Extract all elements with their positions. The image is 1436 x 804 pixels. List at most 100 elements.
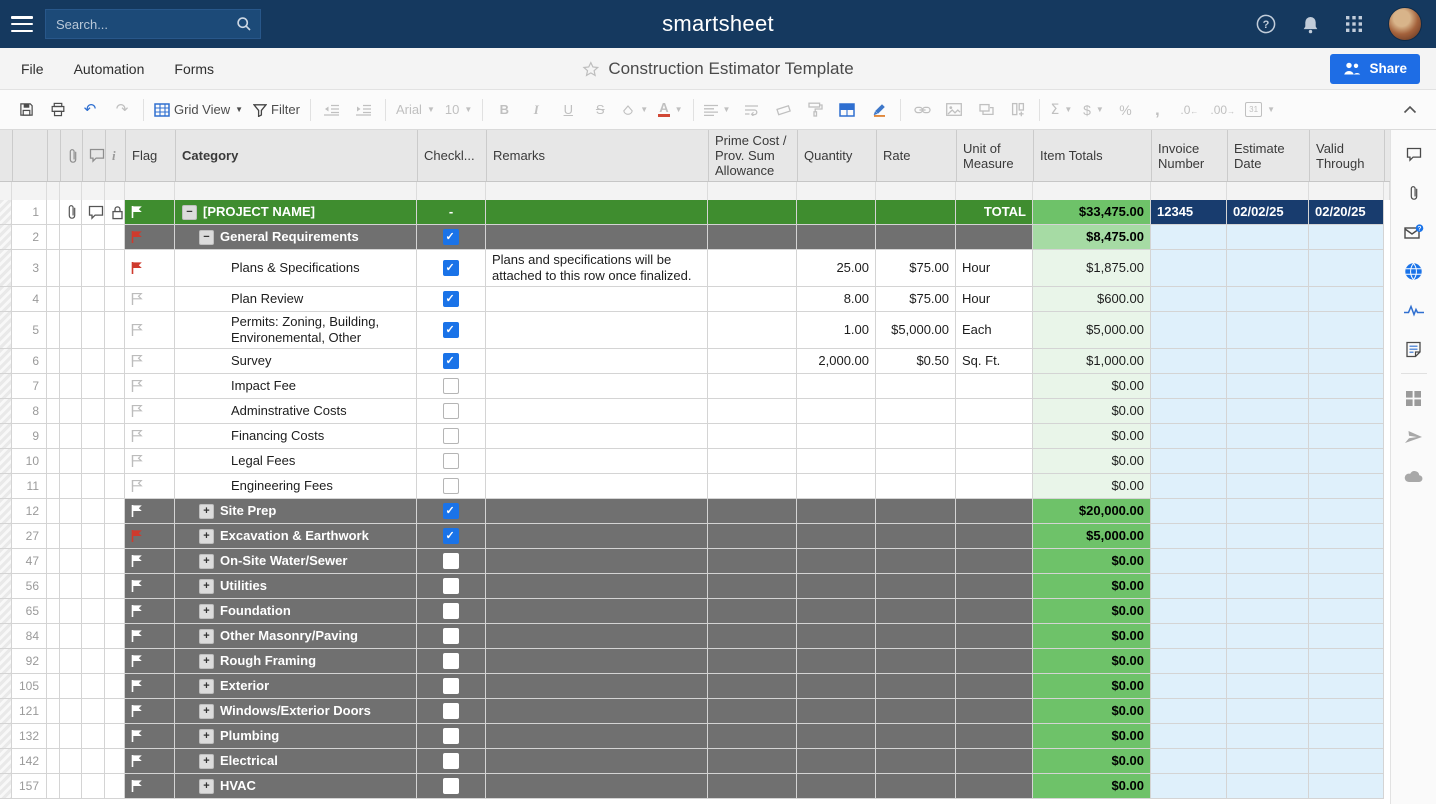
cell-total[interactable]: $8,475.00 <box>1033 225 1151 250</box>
conversations-icon[interactable] <box>1403 143 1425 165</box>
cell-valid[interactable] <box>1309 399 1384 424</box>
checkbox-unchecked[interactable] <box>443 778 459 794</box>
cell-prime[interactable] <box>708 312 797 349</box>
menu-forms[interactable]: Forms <box>159 61 229 77</box>
cell-checkbox[interactable] <box>417 225 486 250</box>
cell-comment[interactable] <box>82 699 105 724</box>
cell-prime[interactable] <box>708 724 797 749</box>
cell-category[interactable]: Plan Review <box>175 287 417 312</box>
row-number[interactable]: 92 <box>12 649 47 674</box>
cell-comment[interactable] <box>82 674 105 699</box>
row-number[interactable]: 65 <box>12 599 47 624</box>
cell-estimate[interactable]: 02/02/25 <box>1227 200 1309 225</box>
lock-icon[interactable] <box>111 205 124 220</box>
cell-checkbox[interactable] <box>417 499 486 524</box>
cell-flag[interactable] <box>125 599 175 624</box>
cell-total[interactable]: $1,875.00 <box>1033 250 1151 287</box>
checkbox-unchecked[interactable] <box>443 428 459 444</box>
cell-comment[interactable] <box>82 549 105 574</box>
cell-qty[interactable] <box>797 449 876 474</box>
cell-flag[interactable] <box>125 424 175 449</box>
cell-comment[interactable] <box>82 312 105 349</box>
cell-total[interactable]: $600.00 <box>1033 287 1151 312</box>
cell-valid[interactable] <box>1309 312 1384 349</box>
cell-remarks[interactable] <box>486 599 708 624</box>
checkbox-unchecked[interactable] <box>443 678 459 694</box>
cell-category[interactable]: +Electrical <box>175 749 417 774</box>
column-header-checkbox[interactable]: Checkl... <box>418 130 487 181</box>
cell-checkbox[interactable] <box>417 649 486 674</box>
cell-rate[interactable]: $75.00 <box>876 287 956 312</box>
checkbox-unchecked[interactable] <box>443 578 459 594</box>
cell-blank[interactable] <box>47 599 60 624</box>
cell-remarks[interactable] <box>486 449 708 474</box>
cell-flag[interactable] <box>125 312 175 349</box>
cell-qty[interactable] <box>797 599 876 624</box>
cell-invoice[interactable] <box>1151 287 1227 312</box>
cell-unit[interactable] <box>956 524 1033 549</box>
cell-qty[interactable] <box>797 724 876 749</box>
column-header-info[interactable]: i <box>106 130 126 181</box>
notifications-bell-icon[interactable] <box>1300 14 1320 34</box>
cell-flag[interactable] <box>125 200 175 225</box>
checkbox-unchecked[interactable] <box>443 653 459 669</box>
checkbox-unchecked[interactable] <box>443 728 459 744</box>
cell-clip[interactable] <box>60 649 82 674</box>
cell-estimate[interactable] <box>1227 624 1309 649</box>
cell-category[interactable]: +Plumbing <box>175 724 417 749</box>
hamburger-menu-icon[interactable] <box>11 16 33 32</box>
cell-remarks[interactable] <box>486 424 708 449</box>
cell-unit[interactable] <box>956 624 1033 649</box>
cell-comment[interactable] <box>82 774 105 799</box>
cell-qty[interactable] <box>797 549 876 574</box>
flag-icon[interactable] <box>131 654 143 668</box>
cell-category[interactable]: +HVAC <box>175 774 417 799</box>
cell-qty[interactable] <box>797 749 876 774</box>
cell-blank[interactable] <box>47 624 60 649</box>
cell-estimate[interactable] <box>1227 349 1309 374</box>
row-number[interactable]: 7 <box>12 374 47 399</box>
row-number[interactable]: 2 <box>12 225 47 250</box>
row-number[interactable]: 121 <box>12 699 47 724</box>
cell-invoice[interactable] <box>1151 225 1227 250</box>
cell-checkbox[interactable] <box>417 774 486 799</box>
cloud-icon[interactable] <box>1403 465 1425 487</box>
cell-info[interactable] <box>105 549 125 574</box>
cell-valid[interactable] <box>1309 549 1384 574</box>
cell-clip[interactable] <box>60 474 82 499</box>
cell-clip[interactable] <box>60 449 82 474</box>
cell-qty[interactable] <box>797 399 876 424</box>
cell-checkbox[interactable] <box>417 399 486 424</box>
cell-unit[interactable] <box>956 424 1033 449</box>
flag-icon[interactable] <box>131 205 143 219</box>
cell-blank[interactable] <box>47 374 60 399</box>
cell-invoice[interactable] <box>1151 549 1227 574</box>
cell-category[interactable]: Adminstrative Costs <box>175 399 417 424</box>
cell-estimate[interactable] <box>1227 524 1309 549</box>
cell-estimate[interactable] <box>1227 574 1309 599</box>
cell-invoice[interactable]: 12345 <box>1151 200 1227 225</box>
cell-rate[interactable] <box>876 674 956 699</box>
column-header-category[interactable]: Category <box>176 130 418 181</box>
cell-total[interactable]: $5,000.00 <box>1033 524 1151 549</box>
cell-clip[interactable] <box>60 524 82 549</box>
cell-info[interactable] <box>105 449 125 474</box>
cell-checkbox[interactable] <box>417 674 486 699</box>
cell-blank[interactable] <box>47 225 60 250</box>
column-header-unit[interactable]: Unit of Measure <box>957 130 1034 181</box>
row-number[interactable]: 12 <box>12 499 47 524</box>
checkbox-unchecked[interactable] <box>443 453 459 469</box>
cell-unit[interactable] <box>956 649 1033 674</box>
cell-flag[interactable] <box>125 474 175 499</box>
column-header-num[interactable] <box>13 130 48 181</box>
cell-info[interactable] <box>105 349 125 374</box>
checkbox-unchecked[interactable] <box>443 703 459 719</box>
app-launcher-icon[interactable] <box>1344 14 1364 34</box>
flag-icon[interactable] <box>131 454 143 468</box>
cell-blank[interactable] <box>47 549 60 574</box>
cell-info[interactable] <box>105 250 125 287</box>
cell-unit[interactable] <box>956 699 1033 724</box>
cell-prime[interactable] <box>708 674 797 699</box>
cell-invoice[interactable] <box>1151 749 1227 774</box>
summary-icon[interactable] <box>1403 338 1425 360</box>
